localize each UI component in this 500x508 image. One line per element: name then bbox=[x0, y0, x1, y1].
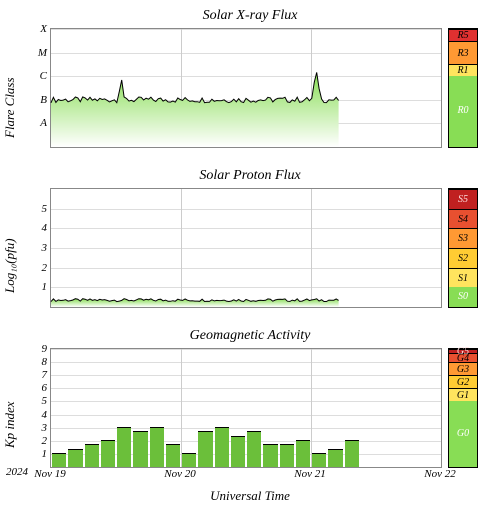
plot-xray: ABCMX bbox=[50, 28, 442, 148]
kp-bar bbox=[52, 453, 66, 467]
panel-xray-title: Solar X-ray Flux bbox=[0, 8, 500, 24]
x-tick: Nov 21 bbox=[294, 468, 325, 480]
series-area bbox=[51, 189, 441, 307]
y-tick: 3 bbox=[42, 242, 48, 254]
scale-band: S4 bbox=[449, 209, 477, 229]
kp-bar bbox=[85, 444, 99, 467]
y-tick: B bbox=[40, 94, 47, 106]
plot-kp: 123456789 bbox=[50, 348, 442, 468]
y-tick: 4 bbox=[42, 222, 48, 234]
kp-bar bbox=[182, 453, 196, 467]
y-tick: 9 bbox=[42, 343, 48, 355]
kp-bar bbox=[117, 427, 131, 467]
kp-bar bbox=[263, 444, 277, 467]
x-tick: Nov 19 bbox=[34, 468, 65, 480]
x-tick: Nov 20 bbox=[164, 468, 195, 480]
scale-band: G5 bbox=[449, 349, 477, 353]
panel-kp-title: Geomagnetic Activity bbox=[0, 328, 500, 344]
panel-kp: Geomagnetic Activity Kp index 123456789 … bbox=[0, 328, 500, 478]
plot-proton: 12345 bbox=[50, 188, 442, 308]
scale-band: G2 bbox=[449, 375, 477, 388]
scale-band: S1 bbox=[449, 268, 477, 288]
scale-band: S3 bbox=[449, 228, 477, 248]
kp-bar bbox=[133, 431, 147, 467]
scale-band: R5 bbox=[449, 29, 477, 41]
y-tick: A bbox=[40, 117, 47, 129]
y-tick: 2 bbox=[42, 262, 48, 274]
scale-bar-proton: S0S1S2S3S4S5 bbox=[448, 188, 478, 308]
y-tick: 2 bbox=[42, 435, 48, 447]
series-area bbox=[51, 29, 441, 147]
year-label: 2024 bbox=[6, 466, 28, 478]
y-tick: 8 bbox=[42, 356, 48, 368]
panel-proton: Solar Proton Flux Log₁₀(pfu) 12345 S0S1S… bbox=[0, 168, 500, 318]
kp-bar bbox=[345, 440, 359, 467]
scale-band: R3 bbox=[449, 41, 477, 65]
y-tick: M bbox=[38, 47, 47, 59]
scale-band: S2 bbox=[449, 248, 477, 268]
y-tick: 1 bbox=[42, 281, 48, 293]
kp-bar bbox=[328, 449, 342, 467]
y-tick: X bbox=[40, 23, 47, 35]
kp-bar bbox=[101, 440, 115, 467]
panel-xray: Solar X-ray Flux Flare Class ABCMX R0R1R… bbox=[0, 8, 500, 158]
kp-bar bbox=[280, 444, 294, 467]
kp-bar bbox=[296, 440, 310, 467]
scale-bar-kp: G0G1G2G3G4G5 bbox=[448, 348, 478, 468]
scale-band: G0 bbox=[449, 401, 477, 467]
kp-bar bbox=[150, 427, 164, 467]
kp-bar bbox=[68, 449, 82, 467]
kp-bar bbox=[166, 444, 180, 467]
y-tick: 5 bbox=[42, 203, 48, 215]
scale-band: R0 bbox=[449, 76, 477, 147]
scale-band: G1 bbox=[449, 388, 477, 401]
kp-bar bbox=[215, 427, 229, 467]
y-tick: 3 bbox=[42, 422, 48, 434]
scale-band: S5 bbox=[449, 189, 477, 209]
kp-bar bbox=[312, 453, 326, 467]
x-axis-label: Universal Time bbox=[0, 488, 500, 504]
y-tick: C bbox=[40, 70, 47, 82]
kp-bar bbox=[247, 431, 261, 467]
y-tick: 7 bbox=[42, 369, 48, 381]
y-tick: 6 bbox=[42, 382, 48, 394]
kp-bar bbox=[198, 431, 212, 467]
panel-xray-ylabel: Flare Class bbox=[2, 118, 18, 138]
y-tick: 5 bbox=[42, 395, 48, 407]
y-tick: 4 bbox=[42, 409, 48, 421]
x-tick: Nov 22 bbox=[424, 468, 455, 480]
panel-proton-title: Solar Proton Flux bbox=[0, 168, 500, 184]
scale-band: G3 bbox=[449, 362, 477, 375]
y-tick: 1 bbox=[42, 448, 48, 460]
scale-band: R1 bbox=[449, 64, 477, 76]
panel-proton-ylabel: Log₁₀(pfu) bbox=[2, 273, 18, 293]
scale-band: S0 bbox=[449, 287, 477, 307]
panel-kp-ylabel: Kp index bbox=[2, 428, 18, 448]
scale-bar-xray: R0R1R3R5 bbox=[448, 28, 478, 148]
kp-bar bbox=[231, 436, 245, 467]
